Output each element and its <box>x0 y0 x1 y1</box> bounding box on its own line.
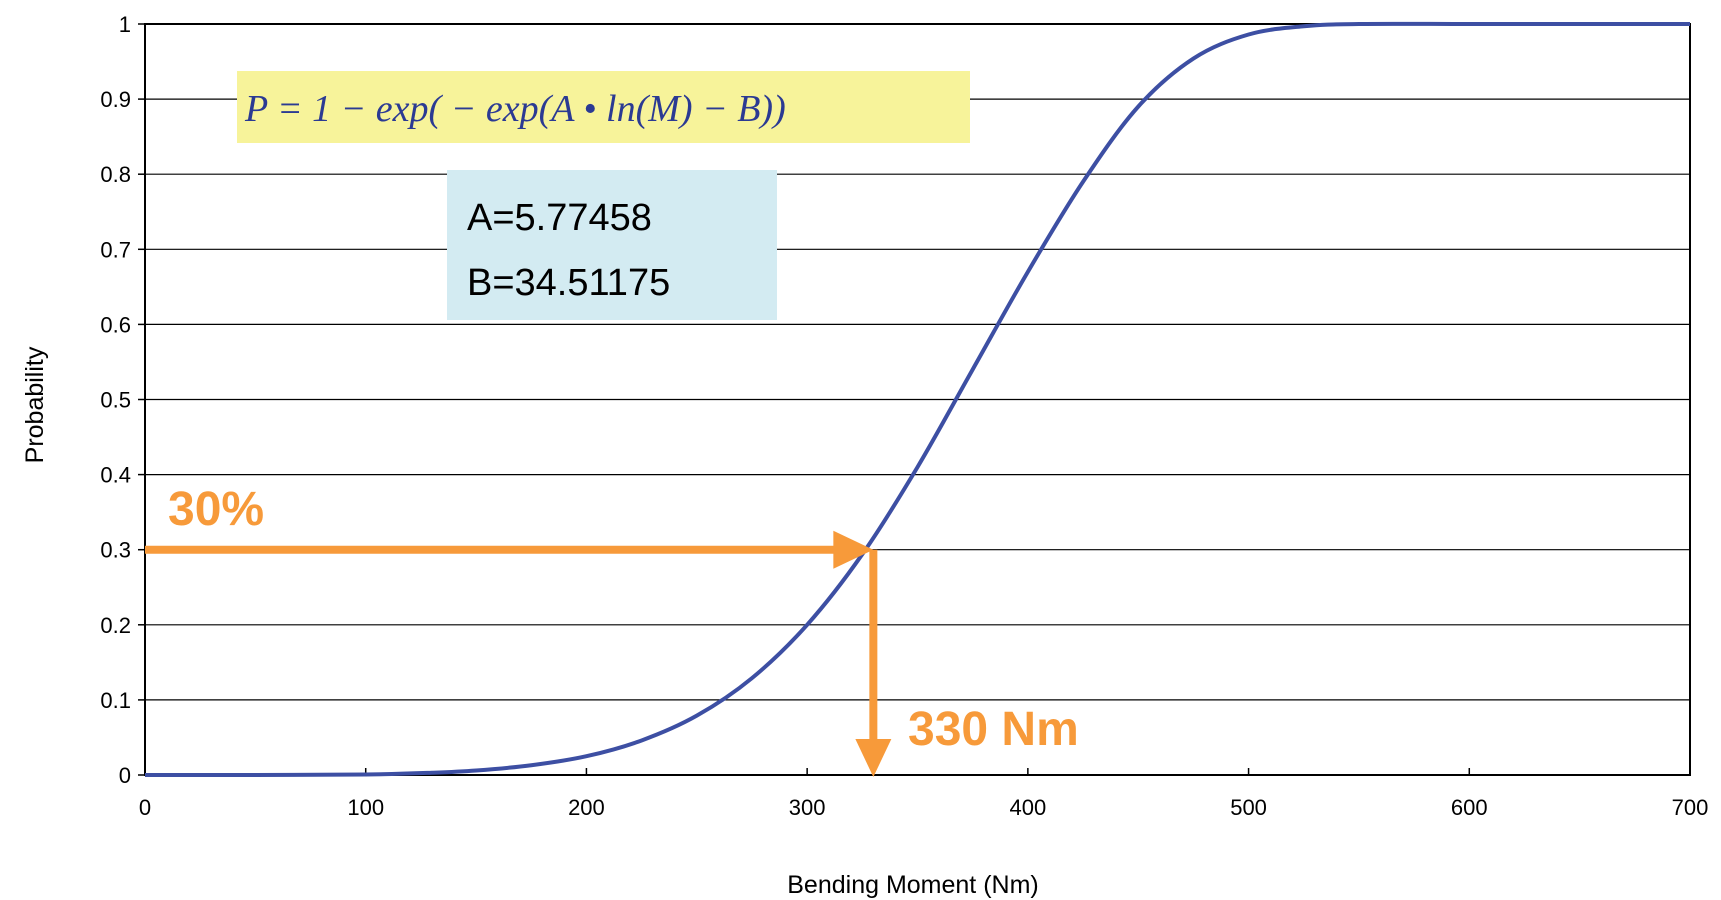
x-tick-label: 600 <box>1451 795 1488 820</box>
parameters-box <box>447 170 777 320</box>
x-tick-label: 0 <box>139 795 151 820</box>
moment-callout-label: 330 Nm <box>908 703 1079 756</box>
y-axis-title: Probability <box>21 346 49 463</box>
percent-callout-label: 30% <box>168 483 264 536</box>
y-tick-label: 0.3 <box>100 538 131 563</box>
parameter-b-label: B=34.51175 <box>467 262 670 304</box>
formula-box <box>237 71 970 143</box>
y-tick-label: 1 <box>119 12 131 37</box>
grid-lines <box>145 98 1690 701</box>
y-tick-label: 0.6 <box>100 312 131 337</box>
formula-text: P = 1 − exp( − exp(A • ln(M) − B)) <box>244 88 786 130</box>
x-tick-label: 200 <box>568 795 605 820</box>
x-tick-label: 500 <box>1230 795 1267 820</box>
annotation-arrows <box>145 530 892 777</box>
plot-area-frame <box>144 23 1691 776</box>
y-axis-ticks: 0 0.1 0.2 0.3 0.4 0.5 0.6 0.7 0.8 0.9 1 <box>100 12 145 788</box>
y-tick-label: 0.5 <box>100 388 131 413</box>
x-axis-ticks: 0 100 200 300 400 500 600 700 <box>139 768 1708 820</box>
parameter-a-label: A=5.77458 <box>467 197 652 239</box>
probability-curve <box>144 21 1690 778</box>
y-tick-label: 0.8 <box>100 162 131 187</box>
x-tick-label: 100 <box>347 795 384 820</box>
y-tick-label: 0.9 <box>100 87 131 112</box>
horizontal-arrow-head <box>833 530 874 569</box>
x-tick-label: 400 <box>1009 795 1046 820</box>
y-tick-label: 0.7 <box>100 237 131 262</box>
y-tick-label: 0.4 <box>100 463 131 488</box>
vertical-arrow-head <box>855 739 892 777</box>
y-tick-label: 0.2 <box>100 613 131 638</box>
y-tick-label: 0 <box>119 763 131 788</box>
y-tick-label: 0.1 <box>100 688 131 713</box>
x-axis-title: Bending Moment (Nm) <box>787 871 1038 899</box>
x-tick-label: 700 <box>1672 795 1709 820</box>
x-tick-label: 300 <box>789 795 826 820</box>
